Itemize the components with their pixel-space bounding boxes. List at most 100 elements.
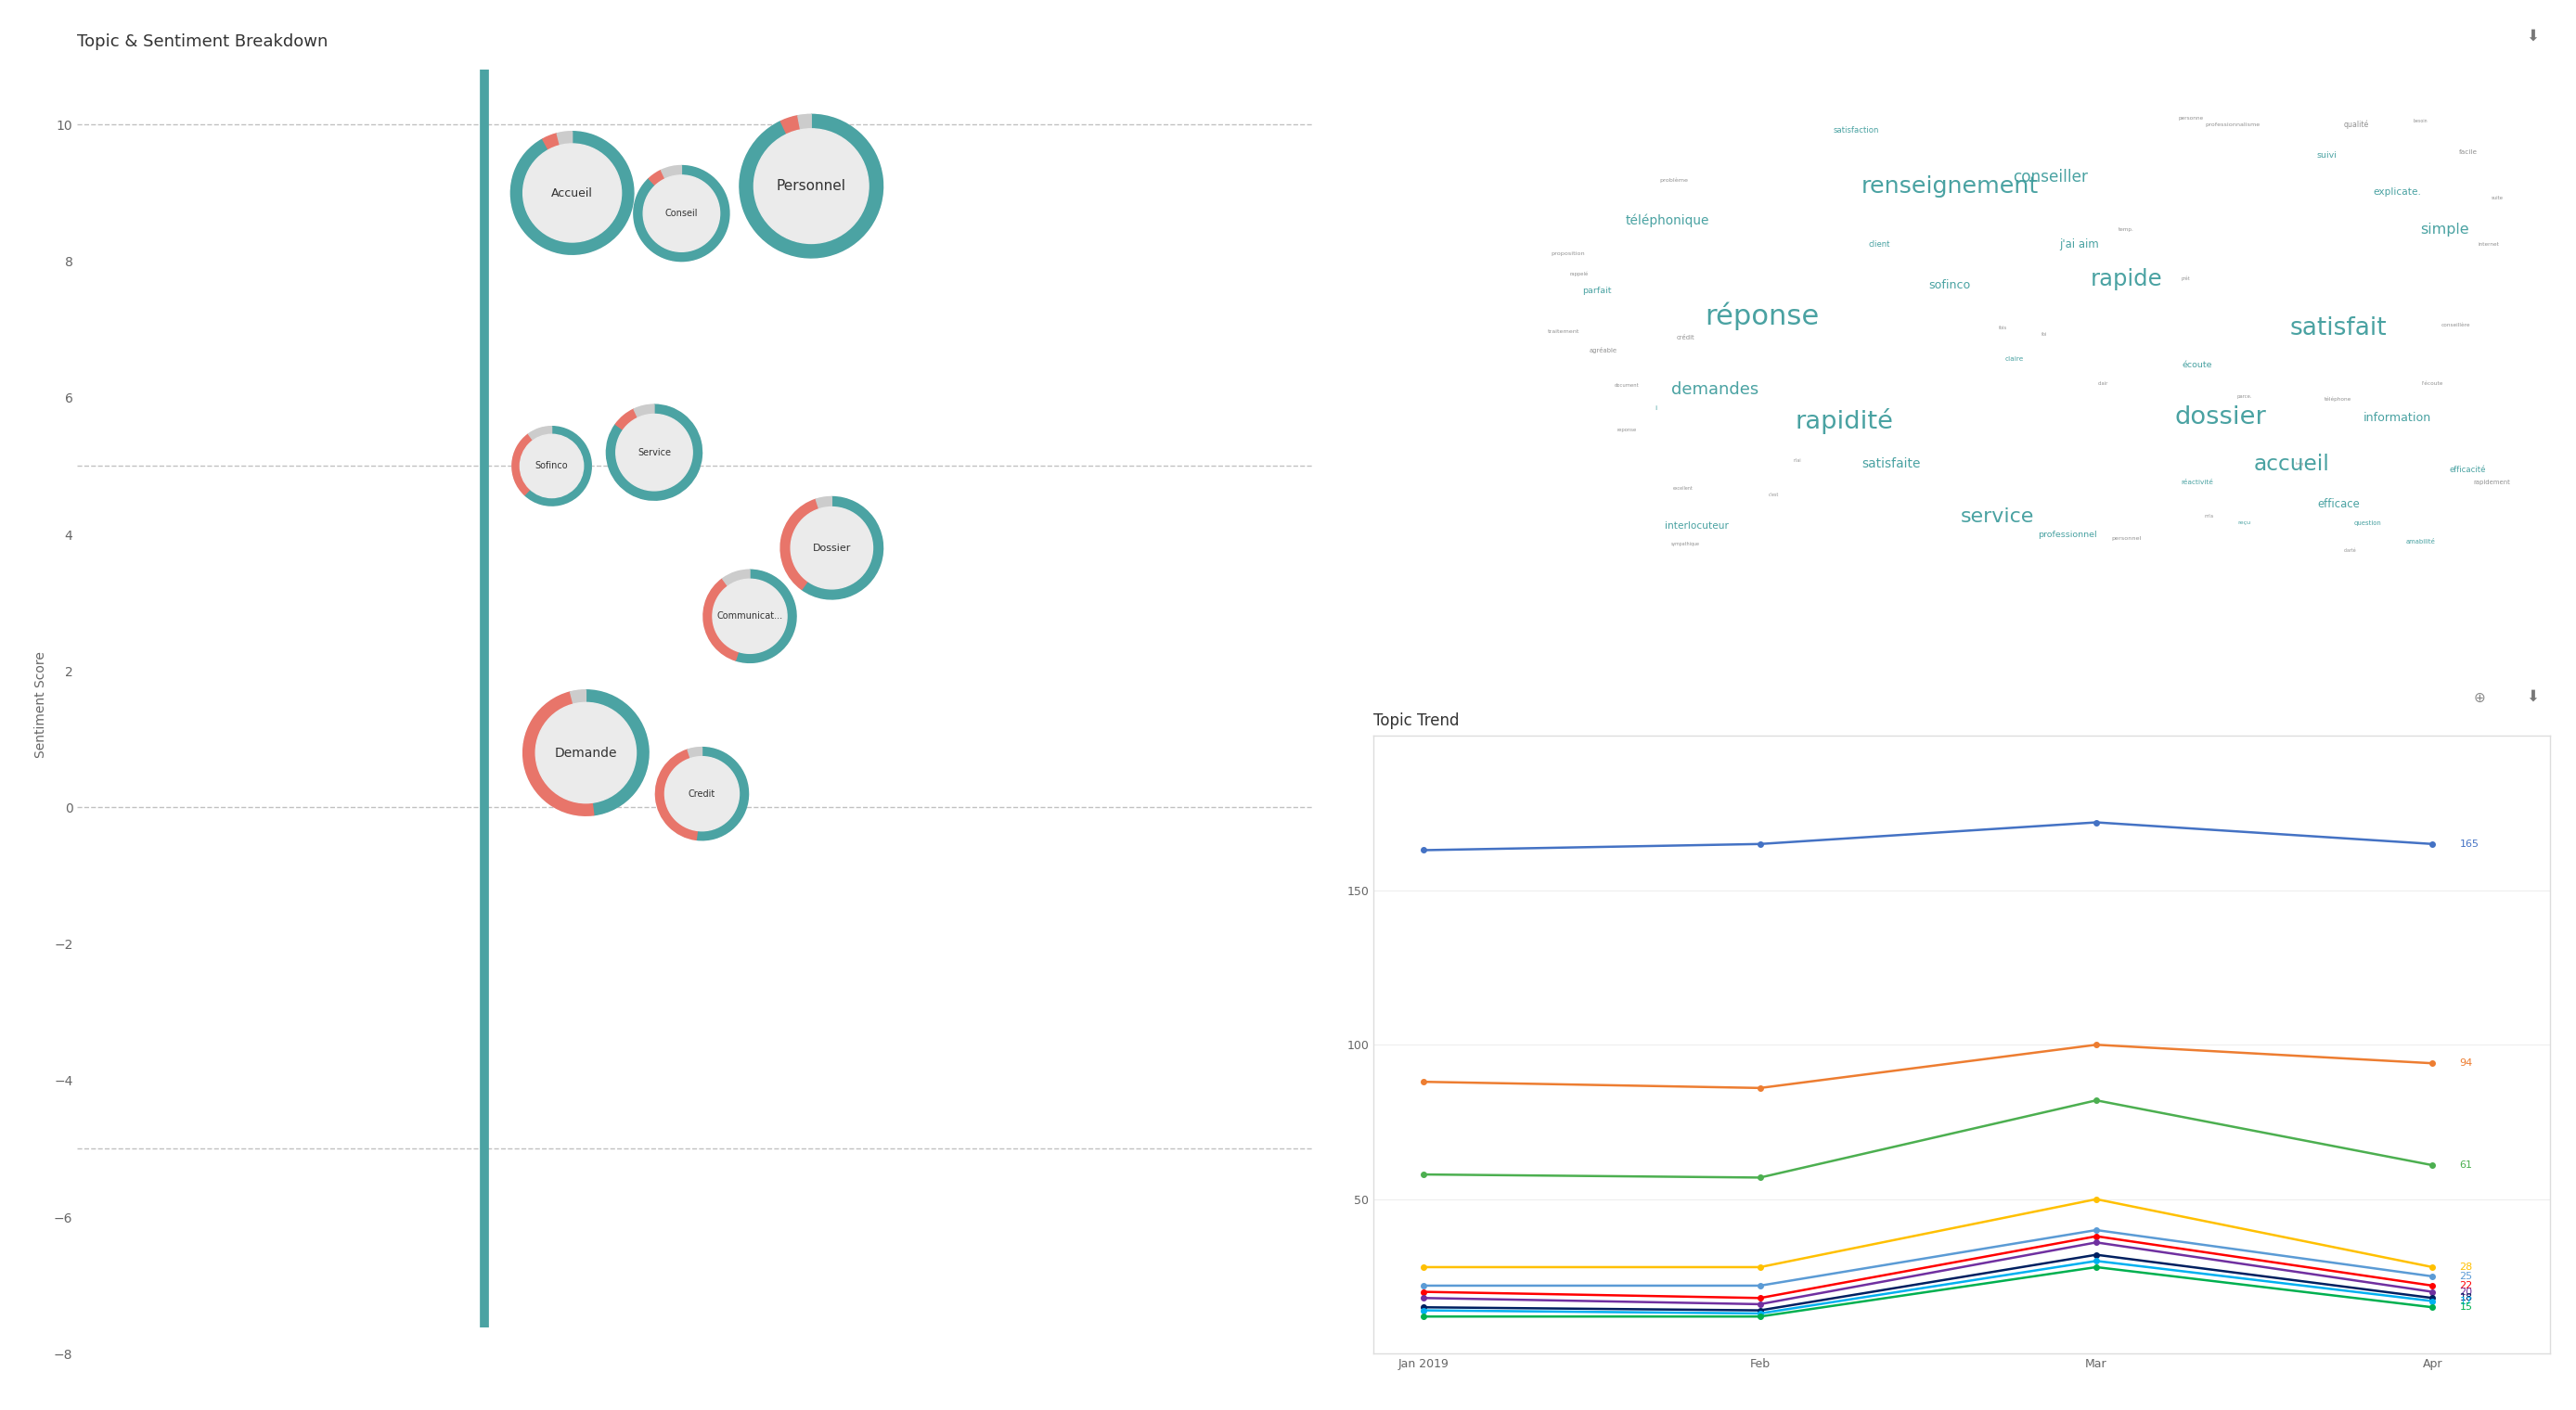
Text: reponse: reponse (1618, 427, 1636, 433)
Text: téléphone: téléphone (2324, 396, 2352, 402)
Text: personnel: personnel (2112, 536, 2141, 540)
Text: service: service (1960, 508, 2035, 526)
Circle shape (703, 570, 796, 663)
Circle shape (791, 508, 873, 589)
Wedge shape (688, 747, 703, 759)
Circle shape (523, 689, 649, 815)
Text: conseillère: conseillère (2442, 323, 2470, 327)
Text: excellent: excellent (1672, 486, 1692, 491)
Text: 22: 22 (2460, 1282, 2473, 1290)
Text: Communicat...: Communicat... (716, 612, 783, 620)
Text: réponse: réponse (1705, 302, 1819, 330)
Wedge shape (739, 114, 884, 258)
Wedge shape (585, 689, 649, 815)
Text: interlocuteur: interlocuteur (1664, 522, 1728, 530)
Circle shape (755, 128, 868, 244)
Circle shape (634, 165, 729, 261)
Text: traitement: traitement (1548, 329, 1579, 334)
Wedge shape (634, 165, 729, 261)
Text: dossier: dossier (2174, 406, 2267, 430)
Circle shape (714, 580, 786, 653)
Circle shape (654, 747, 750, 840)
Text: internet: internet (2478, 243, 2499, 247)
Text: fois: fois (1999, 326, 2007, 330)
Text: simple: simple (2419, 223, 2468, 237)
Text: problème: problème (1659, 178, 1687, 182)
Text: suivi: suivi (2316, 151, 2336, 159)
Text: amabilité: amabilité (2406, 539, 2434, 544)
Text: client: client (1868, 241, 1891, 250)
Text: Topic & Sentiment Breakdown: Topic & Sentiment Breakdown (77, 32, 327, 49)
Wedge shape (544, 134, 559, 149)
Text: sympathique: sympathique (1672, 541, 1700, 547)
Wedge shape (634, 405, 654, 417)
Text: explicate.: explicate. (2372, 188, 2421, 197)
Text: 165: 165 (2460, 839, 2478, 849)
Text: rapidement: rapidement (2473, 479, 2509, 485)
Text: prêt: prêt (2182, 276, 2190, 282)
Text: ⊕: ⊕ (2473, 691, 2486, 705)
Text: Service: Service (636, 448, 670, 457)
Wedge shape (703, 578, 739, 660)
Circle shape (523, 144, 621, 243)
Circle shape (665, 757, 739, 830)
Text: efficace: efficace (2318, 498, 2360, 510)
Wedge shape (513, 434, 533, 495)
Text: Credit: Credit (688, 790, 716, 798)
Text: rappelé: rappelé (1569, 271, 1589, 276)
Text: document: document (1615, 382, 1638, 388)
Circle shape (520, 434, 582, 498)
Text: clair: clair (2097, 382, 2107, 386)
Wedge shape (654, 750, 698, 840)
Text: 18: 18 (2460, 1293, 2473, 1303)
Wedge shape (528, 426, 551, 440)
Wedge shape (696, 747, 750, 840)
Text: renseignement: renseignement (1862, 175, 2038, 197)
Text: l'écoute: l'écoute (2421, 382, 2445, 386)
Text: Demande: Demande (554, 746, 618, 759)
Text: long: long (2295, 462, 2303, 465)
Text: accueil: accueil (2254, 454, 2329, 475)
Text: j'ai aim: j'ai aim (2061, 238, 2099, 251)
Text: demandes: demandes (1672, 382, 1759, 398)
Text: agréable: agréable (1589, 347, 1618, 352)
Text: qualité: qualité (2344, 120, 2370, 128)
Wedge shape (523, 692, 592, 815)
Text: rapide: rapide (2092, 268, 2164, 290)
Wedge shape (781, 499, 819, 589)
Text: 61: 61 (2460, 1160, 2473, 1170)
Text: personne: personne (2179, 116, 2205, 120)
Legend: Unknown, Personnel, Demande, Dossier, Accueil, Service, Conseil, Credit, Sofinco: Unknown, Personnel, Demande, Dossier, Ac… (1378, 1409, 1806, 1410)
Wedge shape (734, 570, 796, 663)
Text: 94: 94 (2460, 1059, 2473, 1067)
Circle shape (616, 415, 693, 491)
Text: proposition: proposition (1551, 252, 1584, 257)
Text: Conseil: Conseil (665, 209, 698, 219)
Text: parfait: parfait (1582, 288, 1613, 295)
Wedge shape (649, 171, 665, 186)
Text: besoin: besoin (2414, 118, 2429, 124)
Text: satisfaction: satisfaction (1834, 127, 1878, 135)
Text: n'ai: n'ai (1793, 458, 1801, 464)
Text: 15: 15 (2460, 1303, 2473, 1311)
Text: ⬇: ⬇ (2527, 688, 2540, 705)
Wedge shape (721, 570, 750, 587)
Text: sofinco: sofinco (1929, 279, 1971, 290)
Wedge shape (781, 116, 801, 134)
Text: réactivité: réactivité (2182, 479, 2213, 485)
Text: Personnel: Personnel (775, 179, 845, 193)
Text: facile: facile (2458, 149, 2478, 155)
Circle shape (513, 426, 592, 506)
Y-axis label: Sentiment Score: Sentiment Score (33, 651, 46, 759)
Wedge shape (616, 409, 639, 430)
Text: parce.: parce. (2236, 393, 2251, 399)
Text: satisfait: satisfait (2290, 316, 2388, 340)
Wedge shape (569, 689, 585, 704)
Text: reçu: reçu (2239, 520, 2251, 525)
Text: satisfaite: satisfaite (1862, 458, 1922, 471)
Text: information: information (2362, 412, 2432, 424)
Text: 28: 28 (2460, 1262, 2473, 1272)
Text: 17: 17 (2460, 1296, 2473, 1306)
Wedge shape (510, 131, 634, 254)
Wedge shape (801, 496, 884, 599)
